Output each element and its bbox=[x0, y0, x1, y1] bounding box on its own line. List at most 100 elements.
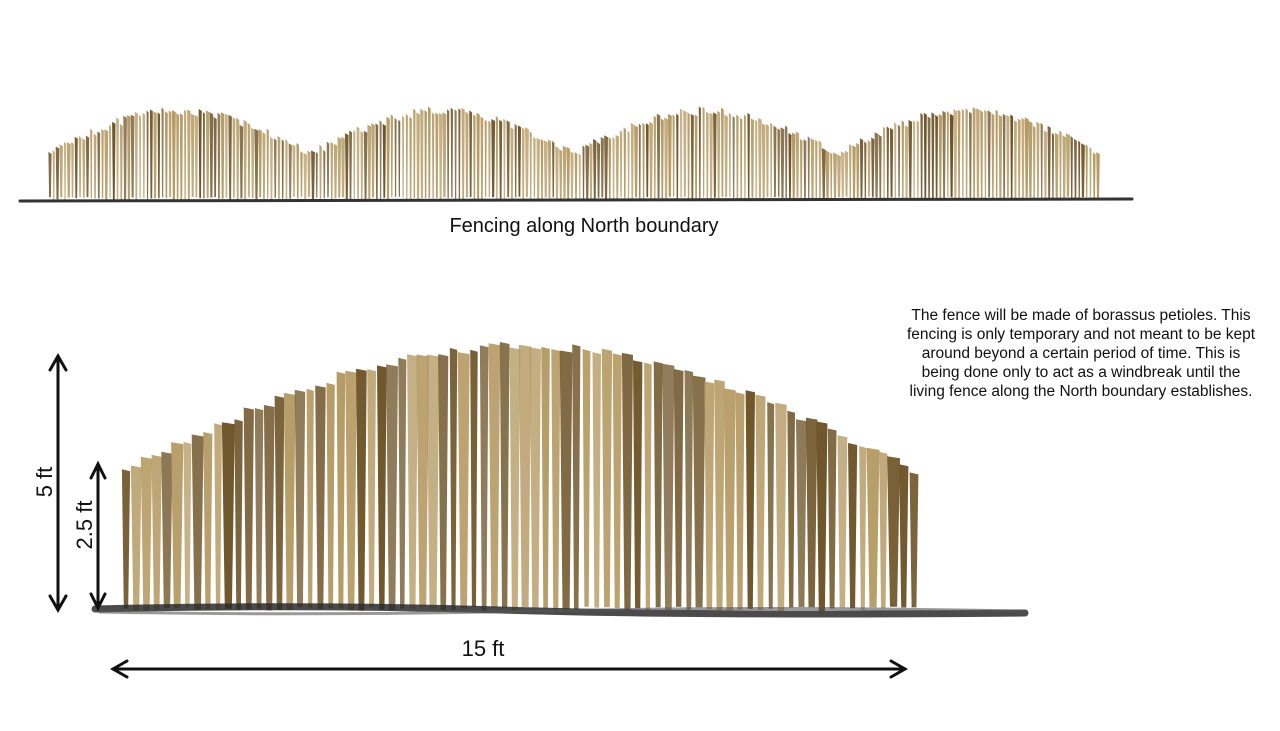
petiole bbox=[491, 119, 496, 198]
petiole bbox=[254, 408, 264, 609]
petiole bbox=[1078, 140, 1081, 200]
petiole bbox=[153, 111, 157, 199]
petiole bbox=[1085, 144, 1088, 197]
width-dimension-label: 15 ft bbox=[461, 636, 505, 661]
petiole bbox=[1002, 113, 1006, 199]
petiole bbox=[509, 347, 521, 611]
petiole bbox=[1047, 125, 1051, 200]
petiole bbox=[991, 113, 995, 199]
petiole bbox=[337, 136, 342, 198]
petiole bbox=[942, 110, 946, 199]
petiole bbox=[262, 132, 266, 199]
petiole bbox=[258, 129, 262, 198]
petiole bbox=[589, 142, 593, 199]
petiole bbox=[837, 435, 848, 608]
petiole bbox=[815, 139, 818, 200]
petiole bbox=[315, 151, 318, 198]
petiole bbox=[1081, 143, 1085, 198]
petiole bbox=[333, 143, 338, 199]
petiole bbox=[750, 118, 754, 198]
petiole bbox=[570, 151, 574, 198]
petiole bbox=[416, 354, 430, 607]
petiole bbox=[283, 392, 296, 610]
petiole bbox=[123, 115, 127, 201]
petiole bbox=[871, 137, 875, 198]
height-5ft-arrow bbox=[48, 352, 68, 614]
petiole bbox=[232, 117, 236, 198]
petiole bbox=[785, 125, 788, 199]
petiole bbox=[394, 117, 397, 197]
petiole bbox=[649, 121, 653, 199]
petiole bbox=[405, 113, 408, 200]
petiole bbox=[536, 137, 540, 200]
petiole bbox=[336, 371, 346, 609]
petiole bbox=[130, 114, 135, 198]
petiole bbox=[64, 141, 67, 201]
petiole bbox=[55, 146, 60, 200]
petiole bbox=[82, 138, 86, 198]
petiole bbox=[923, 112, 927, 198]
petiole bbox=[479, 345, 489, 611]
petiole bbox=[470, 349, 478, 607]
petiole bbox=[656, 113, 661, 199]
petiole bbox=[71, 142, 74, 198]
petiole bbox=[856, 142, 860, 201]
petiole bbox=[449, 347, 458, 610]
petiole bbox=[758, 117, 762, 198]
petiole bbox=[555, 146, 559, 200]
petiole bbox=[198, 108, 202, 199]
petiole bbox=[228, 114, 232, 201]
petiole bbox=[442, 112, 447, 198]
petiole bbox=[765, 123, 769, 198]
petiole bbox=[848, 443, 858, 609]
petiole bbox=[345, 370, 357, 611]
petiole bbox=[525, 127, 529, 198]
petiole bbox=[909, 472, 919, 608]
petiole bbox=[157, 112, 161, 199]
petiole bbox=[642, 122, 645, 200]
petiole bbox=[382, 123, 386, 198]
petiole bbox=[841, 151, 845, 198]
petiole bbox=[142, 112, 146, 198]
petiole bbox=[878, 134, 882, 199]
petiole bbox=[1024, 117, 1029, 198]
petiole bbox=[827, 428, 837, 609]
petiole bbox=[916, 120, 919, 198]
petiole bbox=[306, 388, 314, 609]
petiole bbox=[770, 122, 773, 198]
petiole bbox=[1010, 114, 1014, 200]
petiole bbox=[572, 344, 581, 611]
petiole bbox=[761, 123, 766, 199]
petiole bbox=[1092, 152, 1096, 199]
petiole bbox=[236, 117, 240, 201]
petiole bbox=[184, 109, 187, 201]
petiole bbox=[220, 112, 225, 199]
petiole bbox=[300, 151, 303, 197]
petiole bbox=[704, 381, 715, 610]
petiole bbox=[270, 136, 273, 201]
petiole bbox=[540, 138, 544, 201]
petiole bbox=[1054, 132, 1059, 198]
petiole bbox=[780, 127, 785, 198]
width-15ft-arrow bbox=[109, 659, 909, 679]
petiole bbox=[612, 353, 622, 609]
petiole bbox=[717, 110, 721, 201]
petiole bbox=[777, 128, 780, 197]
petiole bbox=[740, 117, 743, 199]
petiole bbox=[897, 124, 901, 197]
petiole bbox=[74, 136, 78, 199]
petiole bbox=[454, 109, 457, 200]
petiole bbox=[119, 124, 123, 201]
petiole bbox=[859, 446, 867, 610]
petiole bbox=[164, 111, 168, 199]
petiole bbox=[578, 153, 581, 201]
petiole bbox=[723, 388, 736, 611]
petiole bbox=[121, 469, 131, 609]
petiole bbox=[694, 114, 698, 201]
petiole bbox=[653, 361, 663, 608]
petiole bbox=[450, 107, 453, 198]
petiole bbox=[315, 385, 326, 610]
petiole bbox=[371, 123, 375, 198]
petiole bbox=[341, 136, 345, 198]
petiole bbox=[149, 109, 153, 199]
